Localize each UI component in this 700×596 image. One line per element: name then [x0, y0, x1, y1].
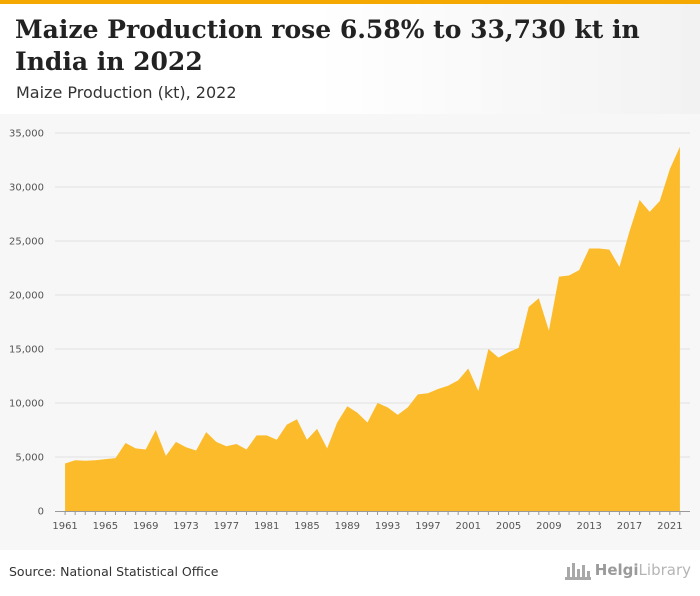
chart-area: 0 5,000 10,000 15,000 20,000 25,000 30,000 35,0…: [0, 114, 700, 550]
x-tick-label: 1997: [415, 521, 440, 532]
x-tick-label: 1961: [52, 521, 77, 532]
maize-production-area: [65, 146, 680, 511]
x-tick-label: 1989: [335, 521, 360, 532]
x-tick-label: 1985: [294, 521, 319, 532]
page-title: Maize Production rose 6.58% to 33,730 kt…: [15, 15, 640, 76]
series-area: [65, 146, 680, 511]
x-tick-label: 2001: [456, 521, 481, 532]
x-tick-label: 1973: [173, 521, 198, 532]
logo-text-light: Library: [638, 561, 691, 579]
logo-text-bold: Helgi: [594, 561, 639, 579]
header: Maize Production rose 6.58% to 33,730 kt…: [0, 4, 700, 114]
y-tick-label: 35,000: [9, 129, 44, 140]
x-tick-label: 1965: [93, 521, 118, 532]
y-tick-label: 10,000: [9, 399, 44, 410]
y-tick-label: 0: [38, 507, 44, 518]
x-tick-label: 1977: [214, 521, 239, 532]
y-axis-labels: 0 5,000 10,000 15,000 20,000 25,000 30,000 35,0…: [9, 129, 44, 518]
x-tick-label: 1993: [375, 521, 400, 532]
library-logo-icon: [564, 563, 591, 580]
x-tick-label: 2009: [536, 521, 561, 532]
y-tick-label: 30,000: [9, 183, 44, 194]
helgi-library-logo[interactable]: Helgi Library: [564, 559, 691, 581]
x-axis-labels: 1961 1965 1969 1973 1977 1981 1985 1989 1993 1997…: [52, 521, 682, 532]
y-tick-label: 15,000: [9, 345, 44, 356]
footer: Source: National Statistical Office Helg…: [0, 550, 700, 596]
x-axis: [55, 511, 690, 515]
source-note: Source: National Statistical Office: [9, 564, 219, 579]
x-tick-label: 2005: [496, 521, 521, 532]
x-tick-label: 2021: [657, 521, 682, 532]
y-tick-label: 5,000: [15, 453, 44, 464]
x-tick-label: 1981: [254, 521, 279, 532]
area-chart: 0 5,000 10,000 15,000 20,000 25,000 30,000 35,0…: [9, 129, 690, 532]
y-tick-label: 20,000: [9, 291, 44, 302]
x-tick-label: 2013: [576, 521, 601, 532]
y-tick-label: 25,000: [9, 237, 44, 248]
chart-subtitle: Maize Production (kt), 2022: [16, 83, 237, 102]
accent-bar: [0, 0, 700, 4]
x-tick-label: 1969: [133, 521, 158, 532]
x-tick-label: 2017: [617, 521, 642, 532]
